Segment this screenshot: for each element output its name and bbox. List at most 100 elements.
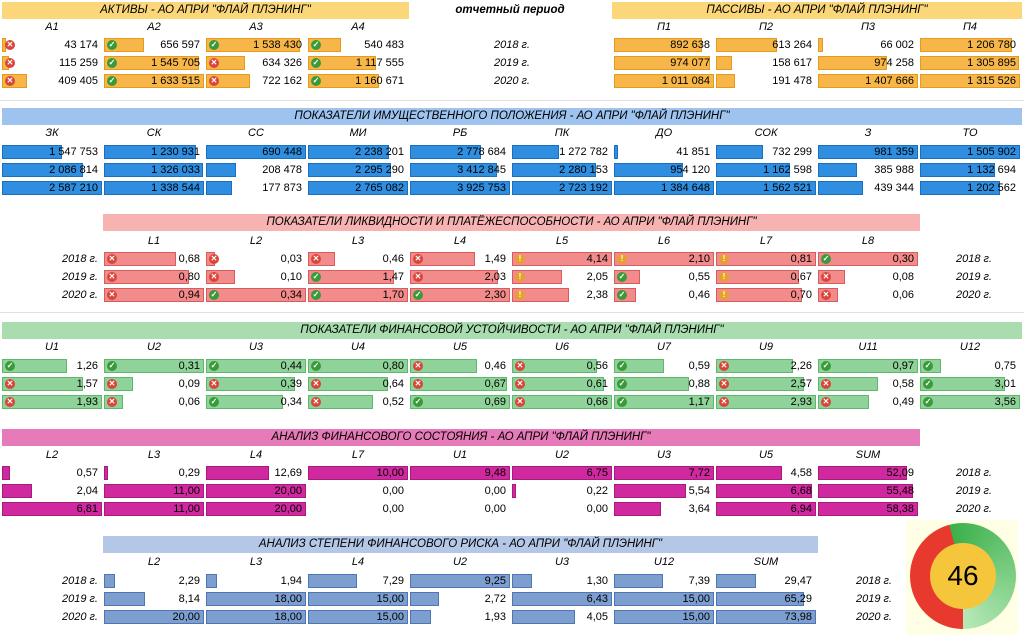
value-cell: 0,57 <box>2 465 102 481</box>
year-label: 2019 г. <box>493 57 530 69</box>
value-cell: 4,05 <box>512 609 612 625</box>
column-label: ДО <box>655 127 673 139</box>
value-bar <box>308 592 408 606</box>
value-cell: 3 412 845 <box>410 162 510 178</box>
cell-value: 2,10 <box>688 253 710 265</box>
cross-icon: ✕ <box>209 76 219 86</box>
cross-icon: ✕ <box>5 76 15 86</box>
value-cell: 9,25 <box>410 573 510 589</box>
period-title: отчетный период <box>455 4 565 16</box>
value-bar <box>512 270 562 284</box>
cell-value: 0,00 <box>586 503 608 515</box>
cross-icon: ✕ <box>311 397 321 407</box>
column-label: U12 <box>959 341 981 353</box>
value-cell: ✓ 0,88 <box>614 376 714 392</box>
value-cell: 0,00 <box>308 501 408 517</box>
cross-icon: ✕ <box>209 272 219 282</box>
cell-value: 1 230 931 <box>151 146 200 158</box>
value-bar <box>206 181 232 195</box>
cell-value: 1 338 544 <box>151 182 200 194</box>
value-bar <box>818 163 857 177</box>
column-label: L8 <box>861 235 875 247</box>
value-bar <box>512 610 575 624</box>
value-bar <box>614 574 663 588</box>
value-cell: 11,00 <box>104 501 204 517</box>
value-bar <box>2 145 62 159</box>
column-label: U2 <box>554 449 570 461</box>
cell-value: 1 117 555 <box>355 57 404 69</box>
value-bar <box>614 56 710 70</box>
cell-value: 0,06 <box>178 396 200 408</box>
cell-value: 66 002 <box>880 39 914 51</box>
cross-icon: ✕ <box>719 361 729 371</box>
value-cell: 690 448 <box>206 144 306 160</box>
value-cell: 10,00 <box>308 465 408 481</box>
column-label: А3 <box>249 21 263 33</box>
cell-value: 0,68 <box>178 253 200 265</box>
value-cell: 15,00 <box>308 609 408 625</box>
cell-value: 3,01 <box>994 378 1016 390</box>
cell-value: 0,06 <box>892 289 914 301</box>
value-cell: ✓ 1,17 <box>614 394 714 410</box>
cell-value: 208 478 <box>262 164 302 176</box>
value-bar <box>512 252 612 266</box>
cell-value: 0,31 <box>178 360 200 372</box>
value-bar <box>2 484 32 498</box>
cell-value: 1 407 666 <box>865 75 914 87</box>
cell-value: 115 259 <box>59 57 98 69</box>
cell-value: 1 202 562 <box>967 182 1016 194</box>
value-bar <box>614 592 714 606</box>
cell-value: 1,93 <box>76 396 98 408</box>
value-bar <box>512 592 612 606</box>
value-bar <box>308 181 408 195</box>
value-bar <box>206 502 306 516</box>
value-bar <box>104 181 204 195</box>
value-bar <box>920 377 1005 391</box>
cross-icon: ✕ <box>821 397 831 407</box>
value-cell: 6,68 <box>716 483 816 499</box>
value-cell: ✕ 0,68 <box>104 251 204 267</box>
value-cell: 29,47 <box>716 573 816 589</box>
value-bar <box>920 163 995 177</box>
value-cell: ✓ 1,47 <box>308 269 408 285</box>
cross-icon: ✕ <box>515 361 525 371</box>
value-cell: 7,39 <box>614 573 714 589</box>
cell-value: 5,54 <box>688 485 710 497</box>
cell-value: 18,00 <box>274 611 302 623</box>
value-cell: ! 0,67 <box>716 269 816 285</box>
property-title: ПОКАЗАТЕЛИ ИМУЩЕСТВЕННОГО ПОЛОЖЕНИЯ - АО… <box>2 108 1022 125</box>
cross-icon: ✕ <box>311 379 321 389</box>
value-cell: 1 338 544 <box>104 180 204 196</box>
value-cell: ✓ 2,30 <box>410 287 510 303</box>
check-icon: ✓ <box>311 361 321 371</box>
cell-value: 690 448 <box>262 146 302 158</box>
check-icon: ✓ <box>617 361 627 371</box>
value-cell: 0,00 <box>410 483 510 499</box>
column-label: SUM <box>855 449 881 461</box>
cell-value: 0,69 <box>484 396 506 408</box>
cell-value: 2,05 <box>586 271 608 283</box>
column-label: МИ <box>349 127 367 139</box>
cell-value: 4,58 <box>790 467 812 479</box>
stability-title: ПОКАЗАТЕЛИ ФИНАНСОВОЙ УСТОЙЧИВОСТИ - АО … <box>2 322 1022 339</box>
value-cell: 1 011 084 <box>614 73 714 89</box>
value-cell: 15,00 <box>614 609 714 625</box>
column-label: А4 <box>351 21 365 33</box>
cell-value: 0,88 <box>688 378 710 390</box>
value-bar <box>206 466 269 480</box>
value-bar <box>2 359 67 373</box>
year-label: 2020 г. <box>955 289 992 301</box>
year-label: 2019 г. <box>61 271 98 283</box>
value-bar <box>716 163 790 177</box>
value-bar <box>614 377 689 391</box>
cell-value: 4,14 <box>586 253 608 265</box>
column-label: ПК <box>554 127 570 139</box>
value-bar <box>410 377 507 391</box>
value-cell: ✕ 0,56 <box>512 358 612 374</box>
value-bar <box>206 484 306 498</box>
check-icon: ✓ <box>209 40 219 50</box>
cell-value: 2 238 201 <box>355 146 404 158</box>
year-label: 2020 г. <box>61 611 98 623</box>
cell-value: 974 077 <box>670 57 710 69</box>
value-cell: ✕ 0,66 <box>512 394 612 410</box>
